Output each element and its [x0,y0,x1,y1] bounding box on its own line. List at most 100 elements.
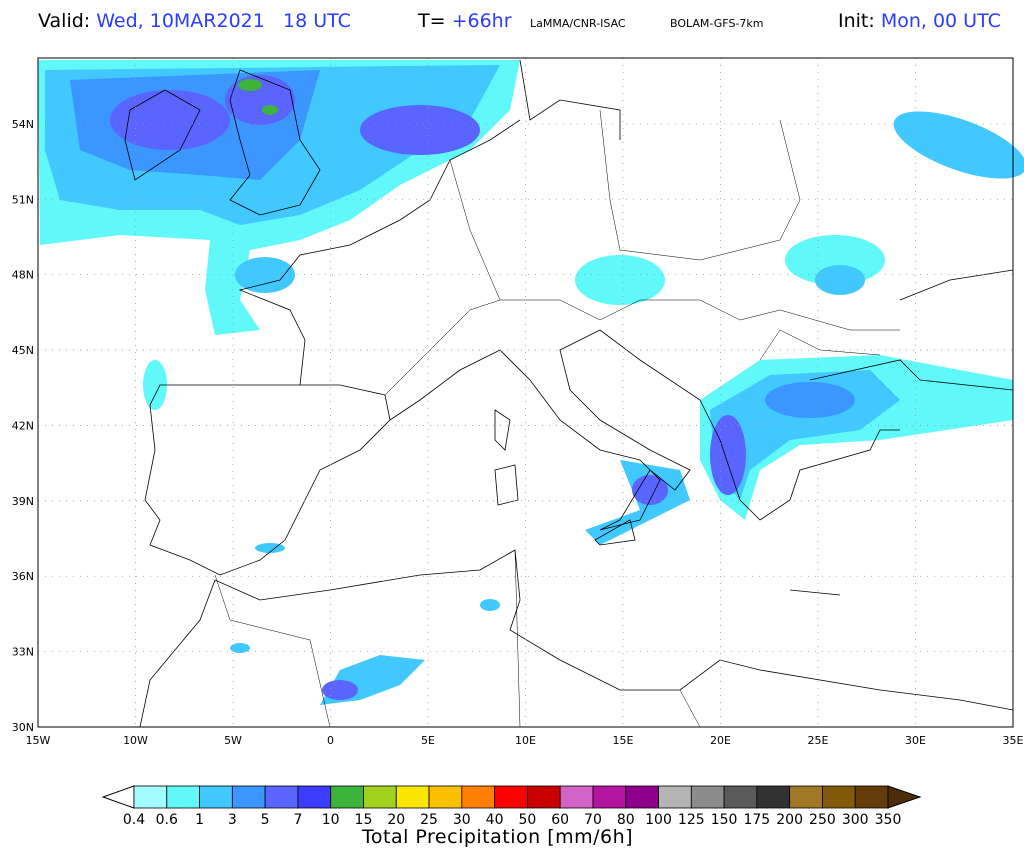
colorbar-level-label: 20 [387,812,406,828]
latitude-label: 33N [12,646,34,659]
longitude-label: 5E [421,734,435,747]
latitude-label: 42N [12,419,34,432]
longitude-label: 10W [123,734,148,747]
init-time: Init: Mon, 00 UTC [838,10,1001,32]
precip-area [143,360,167,410]
longitude-label: 35E [1003,734,1024,747]
colorbar-level-label: 70 [584,812,602,828]
colorbar-swatch [658,785,692,809]
colorbar-swatch [789,785,823,809]
colorbar-level-label: 30 [452,812,471,828]
colorbar-swatch [494,785,528,809]
latitude-label: 48N [12,269,34,282]
colorbar-swatch [526,785,561,809]
colorbar-under-triangle [101,785,135,809]
colorbar-over-triangle [887,785,922,809]
latitude-label: 54N [12,118,34,131]
longitude-label: 10E [515,734,536,747]
precip-area [575,255,665,305]
colorbar-swatch [133,785,168,809]
colorbar-swatch [297,785,332,809]
colorbar-swatch [395,785,430,809]
valid-value: Wed, 10MAR2021 18 UTC [96,10,351,32]
longitude-label: 15W [26,734,51,747]
colorbar-swatch [330,785,364,809]
colorbar-swatch [723,785,758,809]
valid-time: Valid: Wed, 10MAR2021 18 UTC [38,10,351,32]
longitude-label: 5W [224,734,242,747]
latitude-labels: 30N 33N 36N 39N 42N 45N 48N 51N 54N [12,118,34,734]
colorbar-swatch [559,785,594,809]
precip-area [815,265,865,295]
colorbar-level-label: 80 [616,812,635,828]
colorbar-swatch [363,785,397,809]
colorbar-level-label: 125 [677,812,705,828]
precip-core [322,680,358,700]
precip-core [360,105,480,155]
precip-core [262,105,278,115]
init-label: Init: [838,10,875,32]
precip-core [238,79,262,91]
colorbar-swatch [690,785,725,809]
longitude-label: 20E [710,734,731,747]
colorbar-level-label: 7 [293,812,303,828]
colorbar-level-label: 0.4 [122,812,146,828]
colorbar-level-label: 60 [551,812,570,828]
colorbar-level-label: 25 [420,812,438,828]
colorbar-swatch [461,785,496,809]
colorbar-swatch [625,785,659,809]
coastlines [124,59,1014,728]
colorbar-swatch [756,785,791,809]
latitude-label: 45N [12,344,34,357]
colorbar-swatch [199,785,233,809]
source-label: LaMMA/CNR-ISAC [530,17,626,30]
precipitation-field [38,60,1024,705]
colorbar-level-label: 150 [710,812,738,828]
precip-core [110,90,230,150]
longitude-labels: 15W 10W 5W 0 5E 10E 15E 20E 25E 30E 35E [26,734,1024,747]
longitude-label: 30E [905,734,926,747]
t-value: +66hr [451,10,512,32]
colorbar-title: Total Precipitation [mm/6h] [362,826,634,848]
map-frame [37,57,1014,728]
longitude-label: 25E [808,734,829,747]
colorbar-level-label: 0.6 [155,812,178,828]
latitude-label: 36N [12,570,34,583]
colorbar-level-label: 200 [776,812,804,828]
forecast-step: T= +66hr [418,10,512,32]
colorbar-swatch [822,785,856,809]
latitude-label: 39N [12,495,34,508]
colorbar-level-label: 3 [227,812,237,828]
latitude-label: 51N [12,193,34,206]
colorbar-swatch [264,785,299,809]
graticule [38,58,1013,727]
latitude-label: 30N [12,721,34,734]
colorbar [101,785,922,809]
valid-label: Valid: [38,10,91,32]
colorbar-level-label: 10 [321,812,340,828]
precip-core [710,415,746,495]
precip-area [230,643,250,653]
colorbar-level-label: 250 [809,812,836,828]
colorbar-level-label: 350 [874,812,902,828]
model-label: BOLAM-GFS-7km [670,17,764,30]
colorbar-level-label: 300 [841,812,869,828]
colorbar-swatch [166,785,200,809]
colorbar-level-label: 15 [354,812,373,828]
t-label: T= [418,10,446,32]
precip-area [235,257,295,293]
precip-area [480,599,500,611]
colorbar-level-label: 50 [518,812,537,828]
colorbar-level-label: 40 [485,812,504,828]
colorbar-swatch [854,785,889,809]
colorbar-level-label: 175 [743,812,771,828]
colorbar-level-label: 5 [260,812,270,828]
precip-area [893,111,1024,179]
borders [214,109,900,728]
precip-area-italy [585,460,690,545]
colorbar-swatch [592,785,627,809]
longitude-label: 15E [613,734,634,747]
init-value: Mon, 00 UTC [880,10,1001,32]
colorbar-swatch [231,785,266,809]
